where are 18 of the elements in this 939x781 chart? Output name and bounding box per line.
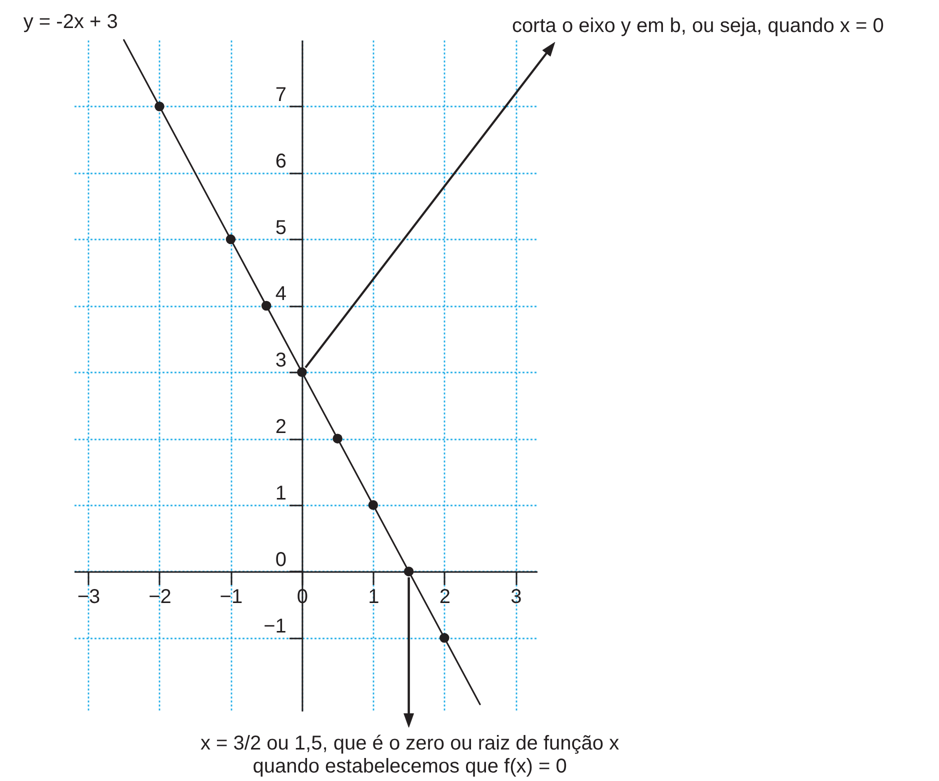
- y-tick-label: 7: [275, 84, 286, 106]
- x-tick-label: −3: [77, 586, 100, 608]
- y-tick-label: 2: [275, 416, 286, 438]
- x-tick-label: −2: [148, 586, 172, 608]
- y-tick-label: 1: [275, 482, 286, 505]
- y-tick-label: 3: [275, 350, 286, 372]
- y-tick-label: 5: [275, 216, 286, 239]
- y-tick-label: 6: [275, 150, 286, 172]
- x-tick-label: 3: [510, 586, 522, 608]
- y-tick-label: 4: [275, 283, 286, 306]
- x-tick-label: −1: [220, 586, 243, 608]
- x-tick-label: 1: [368, 586, 380, 608]
- x-tick-label: 2: [439, 586, 450, 608]
- text: corta o eixo y em b, ou seja, quando x = 0: [512, 15, 884, 38]
- y-tick-label: 0: [275, 548, 286, 571]
- series-label: y = -2x + 3: [23, 11, 118, 33]
- y-tick-label: −1: [264, 615, 286, 638]
- text: x = 3/2 ou 1,5, que é o zero ou raiz de função x quando estabelecemos que f(x) = 0: [200, 732, 620, 778]
